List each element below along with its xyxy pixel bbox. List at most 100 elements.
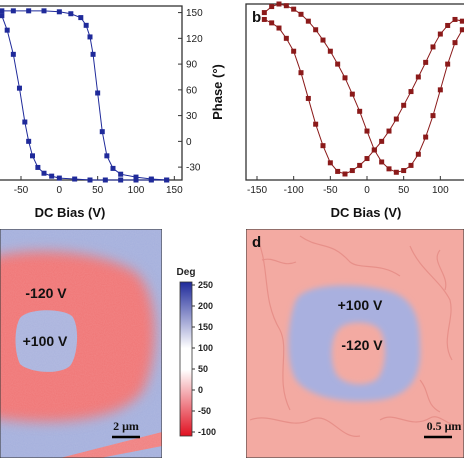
panel-a-point <box>0 8 5 14</box>
panel-b-series-line <box>264 3 463 173</box>
panel-b-point <box>291 48 297 54</box>
colorbar-tick-label: 50 <box>198 364 208 374</box>
panel-b-point <box>393 116 399 122</box>
panel-a-point <box>22 119 28 125</box>
panel-a-point <box>4 27 10 33</box>
panel-c-scalebar-label: 2 μm <box>113 419 139 433</box>
panel-a-xtick-label: 150 <box>166 185 183 196</box>
panel-b-xlabel: DC Bias (V) <box>331 205 402 220</box>
panel-a-point <box>41 170 47 176</box>
panel-a-point <box>148 177 154 183</box>
panel-b-point <box>320 37 326 43</box>
panel-b-point <box>283 3 289 9</box>
panel-b-point <box>408 89 414 95</box>
panel-b-point <box>459 18 464 24</box>
panel-b-point <box>401 168 407 174</box>
panel-b-point <box>423 134 429 140</box>
panel-b-point <box>327 48 333 54</box>
panel-b-point <box>430 113 436 119</box>
panel-a-point <box>56 175 62 181</box>
colorbar-tick-label: 250 <box>198 280 213 290</box>
panel-b-ytick-label: -30 <box>186 163 201 174</box>
colorbar-tick-label: -50 <box>198 406 211 416</box>
panel-a-point <box>87 34 93 40</box>
panel-b-ytick-label: 120 <box>186 34 203 45</box>
panel-b-xtick-label: 100 <box>432 185 449 196</box>
panel-a-point <box>10 8 16 14</box>
panel-b-point <box>408 162 414 168</box>
panel-b-point <box>298 70 304 76</box>
panel-a-point <box>83 22 89 28</box>
panel-b-ylabel: Phase (°) <box>210 64 225 120</box>
panel-a-point <box>10 51 16 57</box>
panel-b-point <box>386 128 392 134</box>
panel-b-point <box>335 61 341 67</box>
panel-c-annotation-pos: +100 V <box>23 333 68 349</box>
panel-a-series-line <box>1 15 167 181</box>
panel-a-series-line <box>1 10 167 181</box>
colorbar <box>179 281 193 437</box>
colorbar-tick-label: 100 <box>198 343 213 353</box>
panel-b-point <box>269 20 275 26</box>
panel-b-point <box>445 61 451 67</box>
panel-b-point <box>276 25 282 31</box>
panel-b-point <box>379 138 385 144</box>
panel-b-xtick-label: 0 <box>364 185 370 196</box>
panel-a-point <box>0 13 5 19</box>
panel-a-xtick-label: 0 <box>57 185 63 196</box>
panel-b-point <box>261 10 267 16</box>
panel-a-point <box>133 174 139 180</box>
panel-b-point <box>269 4 275 10</box>
panel-a-point <box>30 153 35 159</box>
panel-a-point <box>26 138 32 144</box>
panel-b-point <box>349 91 355 97</box>
colorbar-tick-label: -100 <box>198 427 216 437</box>
panel-a-point <box>26 8 32 14</box>
panel-b-xtick-label: -100 <box>284 185 304 196</box>
panel-a-xlabel: DC Bias (V) <box>35 205 106 220</box>
panel-b-point <box>452 16 458 22</box>
panel-d-map <box>246 229 464 458</box>
panel-b-point <box>320 143 326 149</box>
panel-a-point <box>104 153 110 159</box>
panel-a-point <box>68 11 74 17</box>
panel-b-point <box>415 74 421 80</box>
panel-d-label: d <box>252 234 261 251</box>
panel-b-point <box>298 11 304 17</box>
panel-b-point <box>261 16 267 22</box>
panel-b-point <box>313 121 319 127</box>
panel-b-point <box>452 40 458 46</box>
panel-b-point <box>401 102 407 108</box>
panel-b-point <box>276 1 282 7</box>
panel-b-xtick-label: -50 <box>323 185 338 196</box>
panel-b-point <box>305 18 311 24</box>
panel-b-point <box>437 31 443 37</box>
panel-b-point <box>357 108 363 114</box>
panel-b-label: b <box>252 9 261 26</box>
colorbar-tick-label: 200 <box>198 301 213 311</box>
panel-a-point <box>99 129 105 135</box>
panel-b-point <box>335 168 341 174</box>
panel-b-point <box>415 151 421 157</box>
panel-a-frame <box>0 5 183 181</box>
panel-b-point <box>342 75 348 81</box>
panel-a-point <box>164 177 170 183</box>
panel-b-point <box>379 159 385 165</box>
panel-a-point <box>133 177 139 183</box>
panel-a-point <box>78 15 84 21</box>
panel-d-annotation-neg: -120 V <box>341 337 383 353</box>
panel-b-point <box>386 166 392 172</box>
panel-b-point <box>371 147 377 153</box>
panel-b-point <box>313 27 319 33</box>
panel-a-xtick-label: -50 <box>14 185 29 196</box>
panel-d-scalebar-label: 0.5 μm <box>427 419 462 433</box>
panel-b-ytick-label: 90 <box>186 60 198 71</box>
panel-b-xtick-label: -150 <box>247 185 267 196</box>
panel-a-point <box>56 9 62 15</box>
panel-a-point <box>102 177 108 183</box>
panel-b-point <box>423 59 429 65</box>
panel-b-point <box>364 156 370 162</box>
panel-b-point <box>459 27 464 33</box>
panel-b-point <box>342 171 348 177</box>
panel-b-point <box>349 168 355 174</box>
